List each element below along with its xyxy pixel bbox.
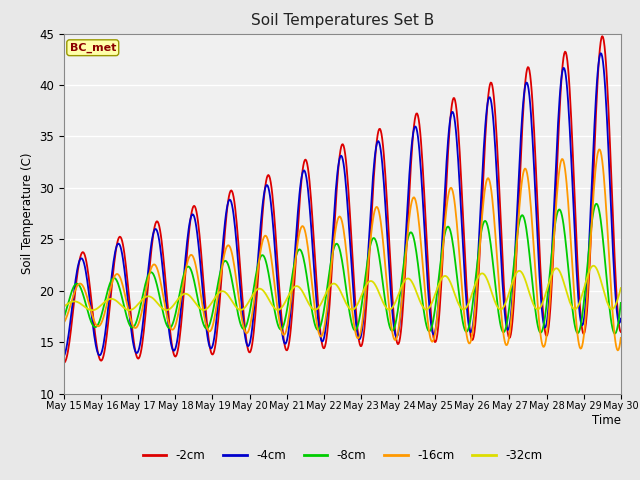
Y-axis label: Soil Temperature (C): Soil Temperature (C): [21, 153, 34, 275]
X-axis label: Time: Time: [592, 414, 621, 427]
Text: BC_met: BC_met: [70, 43, 116, 53]
Title: Soil Temperatures Set B: Soil Temperatures Set B: [251, 13, 434, 28]
Legend: -2cm, -4cm, -8cm, -16cm, -32cm: -2cm, -4cm, -8cm, -16cm, -32cm: [138, 444, 547, 467]
